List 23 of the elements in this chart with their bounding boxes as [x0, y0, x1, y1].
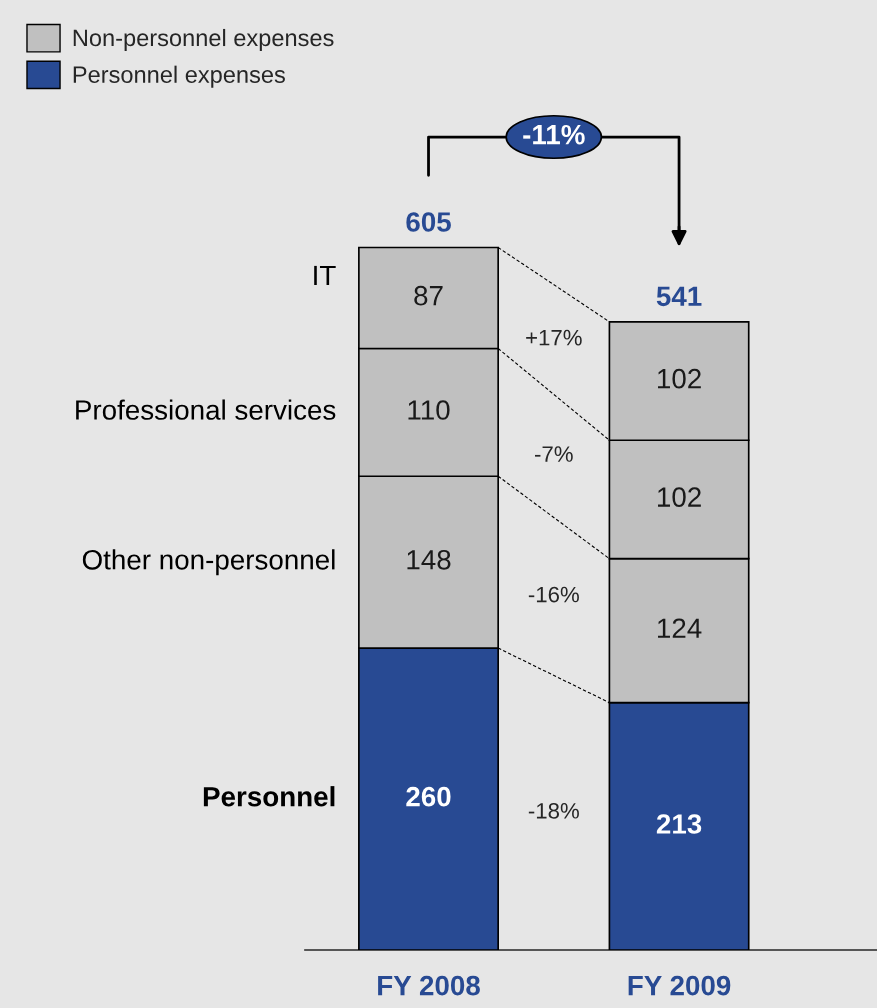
data-label: 102: [658, 368, 701, 389]
annotation: -7%: [535, 446, 573, 462]
data-label: 213: [656, 814, 702, 834]
data-label: 260: [406, 786, 451, 807]
series-label: Other non-personnel: [82, 549, 335, 576]
text: -11%: [523, 124, 585, 145]
total-label: 541: [656, 286, 702, 307]
data-label: 87: [414, 285, 443, 306]
text: Non-personnel expenses: [73, 28, 334, 51]
data-label: 110: [408, 400, 450, 420]
annotation: -18%: [528, 802, 579, 819]
x-tick-label: FY 2009: [628, 975, 731, 996]
series-label: Professional services: [76, 399, 336, 420]
total-label: 605: [406, 212, 451, 232]
data-label: 148: [407, 549, 451, 570]
text: Personnel expenses: [73, 65, 285, 88]
annotation: -16%: [528, 586, 579, 603]
annotation: +17%: [526, 329, 582, 346]
data-label: 102: [658, 487, 701, 507]
series-label: IT: [314, 265, 336, 286]
x-tick-label: FY 2008: [378, 975, 480, 996]
data-label: 124: [658, 618, 702, 638]
series-label: Personnel: [203, 786, 335, 807]
